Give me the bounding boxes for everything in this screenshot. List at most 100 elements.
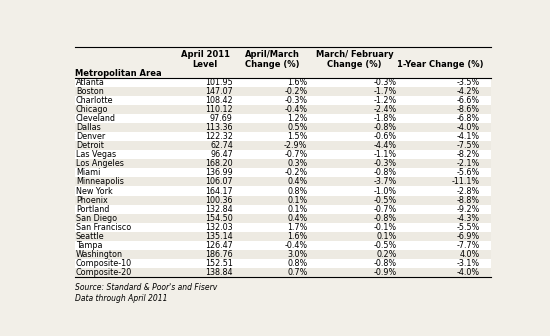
Text: 0.1%: 0.1% <box>287 205 307 214</box>
Text: -4.2%: -4.2% <box>457 87 480 96</box>
Text: 1.5%: 1.5% <box>287 132 307 141</box>
Text: 0.2%: 0.2% <box>377 250 397 259</box>
Text: 1.6%: 1.6% <box>287 78 307 87</box>
Text: Charlotte: Charlotte <box>76 96 113 105</box>
Bar <box>75 186 491 196</box>
Text: -0.5%: -0.5% <box>373 241 397 250</box>
Text: 101.95: 101.95 <box>205 78 233 87</box>
Bar <box>75 96 491 105</box>
Text: -0.7%: -0.7% <box>373 205 397 214</box>
Text: 100.36: 100.36 <box>205 196 233 205</box>
Text: -1.7%: -1.7% <box>373 87 397 96</box>
Text: 186.76: 186.76 <box>205 250 233 259</box>
Text: -0.1%: -0.1% <box>374 223 397 232</box>
Text: 122.32: 122.32 <box>205 132 233 141</box>
Text: -1.8%: -1.8% <box>374 114 397 123</box>
Text: -0.3%: -0.3% <box>374 78 397 87</box>
Text: 0.1%: 0.1% <box>287 196 307 205</box>
Bar <box>75 114 491 123</box>
Text: -0.2%: -0.2% <box>284 87 307 96</box>
Text: 1.7%: 1.7% <box>287 223 307 232</box>
Bar <box>75 132 491 141</box>
Text: Boston: Boston <box>76 87 104 96</box>
Bar <box>75 141 491 150</box>
Text: Composite-10: Composite-10 <box>76 259 132 268</box>
Text: Level: Level <box>192 59 218 69</box>
Text: Source: Standard & Poor's and Fiserv: Source: Standard & Poor's and Fiserv <box>75 283 217 292</box>
Text: -0.8%: -0.8% <box>374 214 397 223</box>
Bar <box>75 177 491 186</box>
Bar <box>75 150 491 159</box>
Text: Washington: Washington <box>76 250 123 259</box>
Text: Chicago: Chicago <box>76 105 108 114</box>
Text: -0.8%: -0.8% <box>374 123 397 132</box>
Text: March/ February: March/ February <box>316 50 393 59</box>
Text: 4.0%: 4.0% <box>460 250 480 259</box>
Text: -0.7%: -0.7% <box>284 150 307 159</box>
Text: 132.03: 132.03 <box>205 223 233 232</box>
Text: -4.4%: -4.4% <box>374 141 397 150</box>
Text: Data through April 2011: Data through April 2011 <box>75 294 168 303</box>
Text: Atlanta: Atlanta <box>76 78 105 87</box>
Text: Tampa: Tampa <box>76 241 102 250</box>
Text: -0.6%: -0.6% <box>374 132 397 141</box>
Text: Denver: Denver <box>76 132 105 141</box>
Bar <box>75 223 491 232</box>
Text: -2.8%: -2.8% <box>457 186 480 196</box>
Text: -11.1%: -11.1% <box>452 177 480 186</box>
Text: 164.17: 164.17 <box>205 186 233 196</box>
Text: April 2011: April 2011 <box>180 50 230 59</box>
Text: 106.07: 106.07 <box>205 177 233 186</box>
Text: 147.07: 147.07 <box>205 87 233 96</box>
Text: -3.7%: -3.7% <box>373 177 397 186</box>
Text: 136.99: 136.99 <box>205 168 233 177</box>
Text: -2.9%: -2.9% <box>284 141 307 150</box>
Text: 110.12: 110.12 <box>205 105 233 114</box>
Text: -5.6%: -5.6% <box>457 168 480 177</box>
Text: 0.1%: 0.1% <box>377 232 397 241</box>
Text: 108.42: 108.42 <box>205 96 233 105</box>
Text: 132.84: 132.84 <box>205 205 233 214</box>
Text: 0.5%: 0.5% <box>287 123 307 132</box>
Text: Detroit: Detroit <box>76 141 104 150</box>
Bar <box>75 105 491 114</box>
Bar <box>75 259 491 268</box>
Text: Change (%): Change (%) <box>327 59 382 69</box>
Text: -2.1%: -2.1% <box>457 159 480 168</box>
Text: 1.6%: 1.6% <box>287 232 307 241</box>
Text: 62.74: 62.74 <box>210 141 233 150</box>
Bar <box>75 87 491 96</box>
Text: 152.51: 152.51 <box>205 259 233 268</box>
Text: -9.2%: -9.2% <box>456 205 480 214</box>
Text: 97.69: 97.69 <box>210 114 233 123</box>
Text: -6.9%: -6.9% <box>457 232 480 241</box>
Text: 113.36: 113.36 <box>205 123 233 132</box>
Bar <box>75 232 491 241</box>
Text: Miami: Miami <box>76 168 100 177</box>
Text: Change (%): Change (%) <box>245 59 300 69</box>
Text: Seattle: Seattle <box>76 232 104 241</box>
Text: -6.6%: -6.6% <box>457 96 480 105</box>
Text: 168.20: 168.20 <box>205 159 233 168</box>
Bar <box>75 168 491 177</box>
Text: -0.4%: -0.4% <box>284 241 307 250</box>
Text: Las Vegas: Las Vegas <box>76 150 116 159</box>
Text: -0.5%: -0.5% <box>373 196 397 205</box>
Text: 0.8%: 0.8% <box>287 259 307 268</box>
Bar <box>75 196 491 205</box>
Text: 0.7%: 0.7% <box>287 268 307 277</box>
Bar <box>75 214 491 223</box>
Text: 0.8%: 0.8% <box>287 186 307 196</box>
Text: -5.5%: -5.5% <box>456 223 480 232</box>
Text: 138.84: 138.84 <box>205 268 233 277</box>
Text: -0.4%: -0.4% <box>284 105 307 114</box>
Text: -6.8%: -6.8% <box>457 114 480 123</box>
Bar <box>75 268 491 277</box>
Bar <box>75 159 491 168</box>
Text: -0.8%: -0.8% <box>374 259 397 268</box>
Text: 0.4%: 0.4% <box>287 177 307 186</box>
Text: -8.6%: -8.6% <box>457 105 480 114</box>
Text: -0.3%: -0.3% <box>374 159 397 168</box>
Bar <box>75 205 491 214</box>
Text: 154.50: 154.50 <box>205 214 233 223</box>
